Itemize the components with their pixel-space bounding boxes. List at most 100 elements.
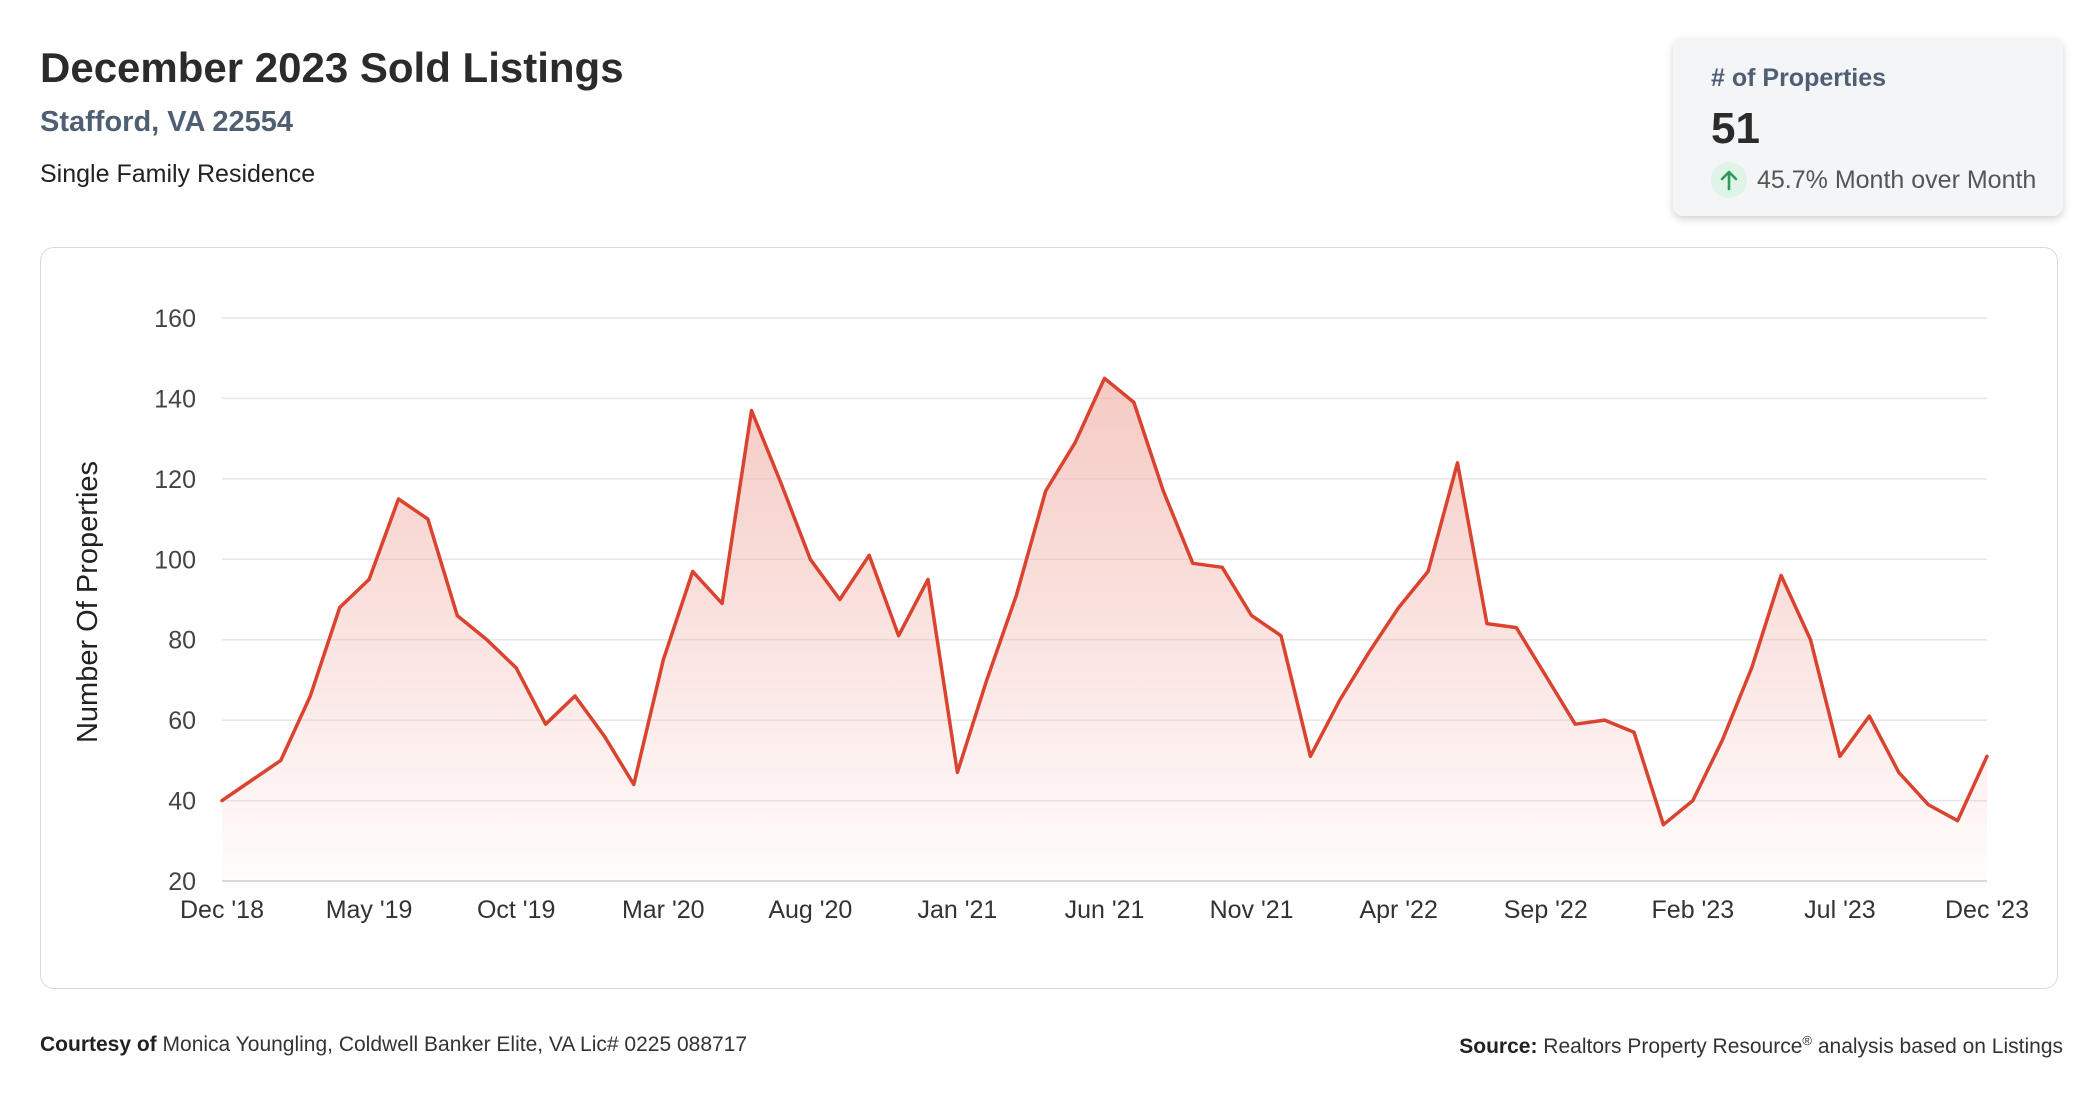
x-tick-label: Apr '22 (1359, 896, 1437, 924)
data-point[interactable] (304, 690, 316, 702)
chart-container: 20 40 60 80 100 120 140 160 Dec '18 May '19 Oct '… (40, 247, 2058, 989)
courtesy-footer: Courtesy of Monica Youngling, Coldwell B… (40, 1033, 747, 1057)
page-title: December 2023 Sold Listings (40, 44, 624, 91)
courtesy-label: Courtesy of (40, 1033, 157, 1056)
source-footer: Source: Realtors Property Resource® anal… (1459, 1033, 2063, 1059)
data-point[interactable] (451, 610, 463, 622)
arrow-up-icon (1711, 162, 1747, 198)
properties-stat-card: # of Properties 51 45.7% Month over Mont… (1673, 38, 2063, 216)
data-point[interactable] (1981, 750, 1993, 762)
data-point[interactable] (1569, 718, 1581, 730)
data-point[interactable] (981, 674, 993, 686)
data-point[interactable] (1422, 565, 1434, 577)
data-point[interactable] (1599, 714, 1611, 726)
source-name: Realtors Property Resource (1543, 1035, 1803, 1058)
series-line (220, 376, 1989, 827)
data-point[interactable] (1187, 557, 1199, 569)
data-point[interactable] (1540, 670, 1552, 682)
data-point[interactable] (746, 405, 758, 417)
data-point[interactable] (922, 573, 934, 585)
y-tick-label: 80 (168, 627, 196, 655)
data-point[interactable] (1363, 646, 1375, 658)
data-point[interactable] (334, 602, 346, 614)
data-point[interactable] (1275, 630, 1287, 642)
data-point[interactable] (1246, 610, 1258, 622)
registered-mark: ® (1802, 1033, 1812, 1048)
x-tick-label: Sep '22 (1504, 896, 1588, 924)
data-point[interactable] (422, 513, 434, 525)
data-point[interactable] (1128, 396, 1140, 408)
y-tick-label: 20 (168, 868, 196, 896)
data-point[interactable] (1863, 710, 1875, 722)
data-point[interactable] (716, 598, 728, 610)
data-point[interactable] (1834, 750, 1846, 762)
data-point[interactable] (1010, 590, 1022, 602)
data-point[interactable] (1304, 750, 1316, 762)
courtesy-text: Monica Youngling, Coldwell Banker Elite,… (162, 1033, 748, 1056)
data-point[interactable] (216, 795, 228, 807)
data-point[interactable] (540, 718, 552, 730)
data-point[interactable] (1157, 485, 1169, 497)
data-point[interactable] (834, 594, 846, 606)
data-point[interactable] (1040, 485, 1052, 497)
data-point[interactable] (1099, 372, 1111, 384)
x-tick-label: Oct '19 (477, 896, 555, 924)
x-tick-label: Aug '20 (768, 896, 852, 924)
source-text: analysis based on Listings (1817, 1035, 2063, 1058)
series-area (222, 378, 1987, 881)
data-point[interactable] (628, 779, 640, 791)
x-tick-label: Nov '21 (1210, 896, 1294, 924)
y-tick-label: 60 (168, 707, 196, 735)
x-tick-label: Feb '23 (1652, 896, 1735, 924)
data-point[interactable] (893, 630, 905, 642)
property-type-label: Single Family Residence (40, 160, 316, 188)
data-point[interactable] (863, 549, 875, 561)
x-tick-label: Dec '18 (180, 896, 264, 924)
data-point[interactable] (775, 477, 787, 489)
data-point[interactable] (1687, 795, 1699, 807)
data-point[interactable] (245, 775, 257, 787)
y-tick-label: 140 (154, 385, 196, 413)
data-point[interactable] (1805, 634, 1817, 646)
data-point[interactable] (1628, 726, 1640, 738)
data-point[interactable] (1510, 622, 1522, 634)
x-tick-label: Jul '23 (1804, 896, 1875, 924)
y-tick-label: 100 (154, 546, 196, 574)
stat-change: 45.7% Month over Month (1711, 162, 2036, 198)
data-point[interactable] (657, 654, 669, 666)
data-point[interactable] (1481, 618, 1493, 630)
data-point[interactable] (1069, 437, 1081, 449)
y-axis-label: Number Of Properties (72, 461, 104, 743)
x-tick-label: Mar '20 (622, 896, 705, 924)
x-tick-label: Jun '21 (1065, 896, 1145, 924)
data-point[interactable] (1746, 662, 1758, 674)
data-point[interactable] (1452, 457, 1464, 469)
data-point[interactable] (1657, 819, 1669, 831)
data-point[interactable] (481, 634, 493, 646)
x-tick-label: Jan '21 (917, 896, 997, 924)
source-label: Source: (1459, 1035, 1538, 1058)
data-point[interactable] (1893, 766, 1905, 778)
data-point[interactable] (1952, 815, 1964, 827)
data-point[interactable] (951, 766, 963, 778)
data-point[interactable] (1716, 734, 1728, 746)
data-point[interactable] (1393, 602, 1405, 614)
data-point[interactable] (1334, 694, 1346, 706)
data-point[interactable] (687, 565, 699, 577)
data-point[interactable] (510, 662, 522, 674)
data-point[interactable] (1216, 561, 1228, 573)
x-tick-label: May '19 (326, 896, 413, 924)
data-point[interactable] (363, 573, 375, 585)
sold-listings-chart: 20 40 60 80 100 120 140 160 Dec '18 May '19 Oct '… (72, 305, 2029, 924)
data-point[interactable] (598, 730, 610, 742)
y-tick-label: 40 (168, 788, 196, 816)
data-point[interactable] (275, 754, 287, 766)
data-point[interactable] (569, 690, 581, 702)
data-point[interactable] (393, 493, 405, 505)
y-tick-label: 120 (154, 466, 196, 494)
stat-label: # of Properties (1711, 64, 1887, 92)
data-point[interactable] (1775, 569, 1787, 581)
stat-value: 51 (1711, 104, 1760, 153)
data-point[interactable] (804, 553, 816, 565)
data-point[interactable] (1922, 799, 1934, 811)
